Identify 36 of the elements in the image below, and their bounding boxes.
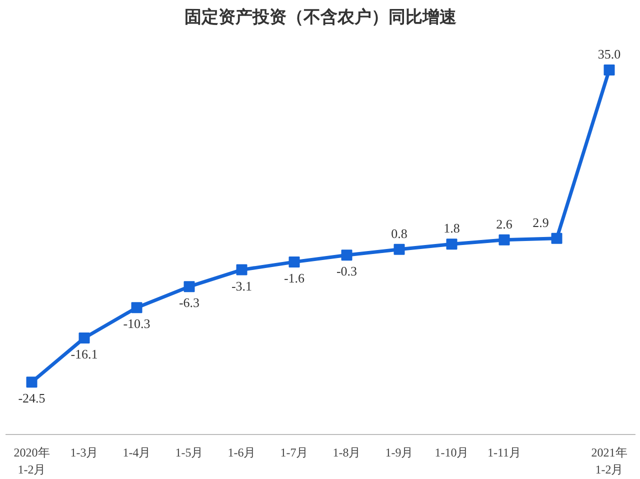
data-label: 0.8 xyxy=(391,226,408,241)
x-tick-label: 2021年 1-2月 xyxy=(591,446,628,476)
x-tick-label: 2020年 1-2月 xyxy=(14,446,50,476)
data-label: 35.0 xyxy=(598,46,621,62)
data-label: -16.1 xyxy=(70,346,98,362)
x-tick-label: 1-10月 xyxy=(434,446,469,460)
point xyxy=(184,281,195,292)
point xyxy=(498,234,510,246)
data-label: -1.6 xyxy=(284,270,306,286)
data-label: 2.6 xyxy=(496,216,513,232)
point xyxy=(131,302,142,314)
data-label: -0.3 xyxy=(336,264,358,279)
point xyxy=(288,256,300,268)
x-tick-label: 1-5月 xyxy=(175,446,204,460)
point xyxy=(551,232,562,244)
point xyxy=(341,250,352,261)
x-tick-label: 1-3月 xyxy=(70,446,98,460)
point xyxy=(394,244,405,255)
x-tick-label: 1-6月 xyxy=(228,446,256,460)
point xyxy=(78,332,90,344)
data-label: 1.8 xyxy=(444,220,460,236)
x-tick-label: 1-7月 xyxy=(280,446,308,460)
point xyxy=(26,376,38,388)
data-label: -3.1 xyxy=(231,278,252,294)
point xyxy=(236,264,248,276)
point xyxy=(604,64,615,76)
data-label: -24.5 xyxy=(18,390,46,406)
x-tick-label: 1-8月 xyxy=(332,446,361,460)
data-label: -6.3 xyxy=(178,295,200,310)
chart-title: 固定资产投资（不含农户）同比增速 xyxy=(184,8,456,28)
data-label: -10.3 xyxy=(123,316,150,332)
data-label: 2.9 xyxy=(532,214,549,230)
point xyxy=(446,238,458,250)
x-tick-label: 1-4月 xyxy=(122,446,151,460)
x-tick-label: 1-9月 xyxy=(385,446,414,460)
x-tick-label: 1-11月 xyxy=(487,446,522,460)
